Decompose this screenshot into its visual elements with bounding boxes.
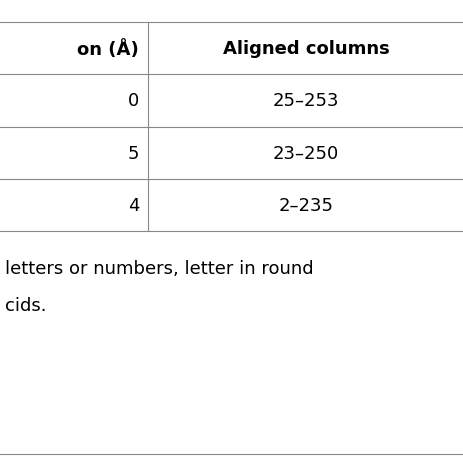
Text: 5: 5 xyxy=(127,144,139,163)
Text: on (Å): on (Å) xyxy=(77,40,139,59)
Text: cids.: cids. xyxy=(5,297,46,314)
Text: 0: 0 xyxy=(128,92,139,110)
Text: letters or numbers, letter in round: letters or numbers, letter in round xyxy=(5,260,313,277)
Text: 25–253: 25–253 xyxy=(272,92,339,110)
Text: 23–250: 23–250 xyxy=(273,144,338,163)
Text: 4: 4 xyxy=(127,196,139,214)
Text: Aligned columns: Aligned columns xyxy=(222,40,389,58)
Text: 2–235: 2–235 xyxy=(278,196,333,214)
